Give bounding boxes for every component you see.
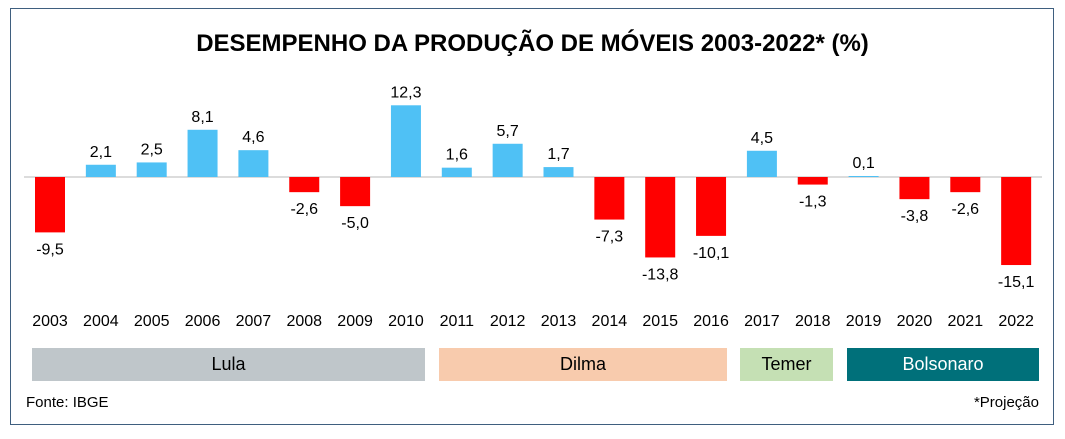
x-tick-label: 2022 [998,313,1034,330]
bar-2015 [645,177,676,258]
data-label-2015: -13,8 [642,266,679,283]
data-label-2022: -15,1 [998,274,1035,291]
period-bolsonaro: Bolsonaro [847,348,1039,381]
x-tick-label: 2020 [897,313,933,330]
chart-frame [10,8,1054,425]
bar-2012 [492,143,523,177]
bar-2007 [238,150,269,177]
bar-2010 [390,105,421,177]
x-tick-label: 2011 [440,313,475,330]
period-label: Bolsonaro [902,354,984,374]
x-tick-label: 2021 [948,313,984,330]
data-label-2007: 4,6 [242,129,264,146]
bar-2020 [899,177,930,200]
x-tick-label: 2016 [693,313,729,330]
projection-note: *Projeção [973,394,1039,411]
x-tick-label: 2007 [236,313,272,330]
data-label-2014: -7,3 [596,229,624,246]
x-tick-label: 2018 [795,313,831,330]
source-note: Fonte: IBGE [26,394,109,411]
data-label-2003: -9,5 [36,241,64,258]
bar-2009 [340,177,371,207]
bar-2017 [746,150,777,177]
data-label-2017: 4,5 [751,130,773,147]
data-label-2018: -1,3 [799,194,827,211]
x-tick-label: 2012 [490,313,526,330]
bar-2014 [594,177,625,220]
x-tick-label: 2005 [134,313,170,330]
bar-2016 [696,177,727,236]
period-dilma: Dilma [439,348,727,381]
data-label-2012: 5,7 [497,123,519,140]
bar-2013 [543,167,574,177]
bar-2011 [441,167,472,177]
period-lula: Lula [32,348,425,381]
bar-2021 [950,177,981,193]
bar-2003 [35,177,65,233]
bar-2008 [289,177,320,193]
period-label: Dilma [559,354,606,374]
data-label-2016: -10,1 [693,245,730,262]
data-label-2004: 2,1 [90,144,112,161]
data-label-2008: -2,6 [290,201,318,218]
x-tick-label: 2003 [32,313,68,330]
data-label-2021: -2,6 [952,201,980,218]
bar-2005 [136,162,167,177]
period-label: Lula [211,354,246,374]
bar-2004 [85,164,116,177]
x-tick-label: 2004 [83,313,119,330]
x-tick-label: 2013 [541,313,577,330]
period-label: Temer [761,354,812,374]
data-label-2011: 1,6 [446,147,468,164]
data-label-2006: 8,1 [191,109,213,126]
chart-title: DESEMPENHO DA PRODUÇÃO DE MÓVEIS 2003-20… [196,30,869,57]
bar-2018 [797,177,828,185]
data-label-2010: 12,3 [390,84,421,101]
data-label-2005: 2,5 [141,141,163,158]
data-label-2009: -5,0 [341,215,369,232]
x-tick-label: 2014 [592,313,628,330]
bar-2006 [187,129,218,177]
period-temer: Temer [740,348,833,381]
x-tick-label: 2009 [337,313,373,330]
x-tick-label: 2019 [846,313,882,330]
x-tick-label: 2017 [744,313,780,330]
data-label-2013: 1,7 [547,146,569,163]
data-label-2019: 0,1 [852,155,874,172]
x-tick-label: 2010 [388,313,424,330]
x-tick-label: 2006 [185,313,221,330]
bar-2022 [1001,177,1032,266]
x-tick-label: 2008 [286,313,322,330]
x-tick-label: 2015 [642,313,678,330]
bar-2019 [848,176,879,177]
data-label-2020: -3,8 [901,208,929,225]
